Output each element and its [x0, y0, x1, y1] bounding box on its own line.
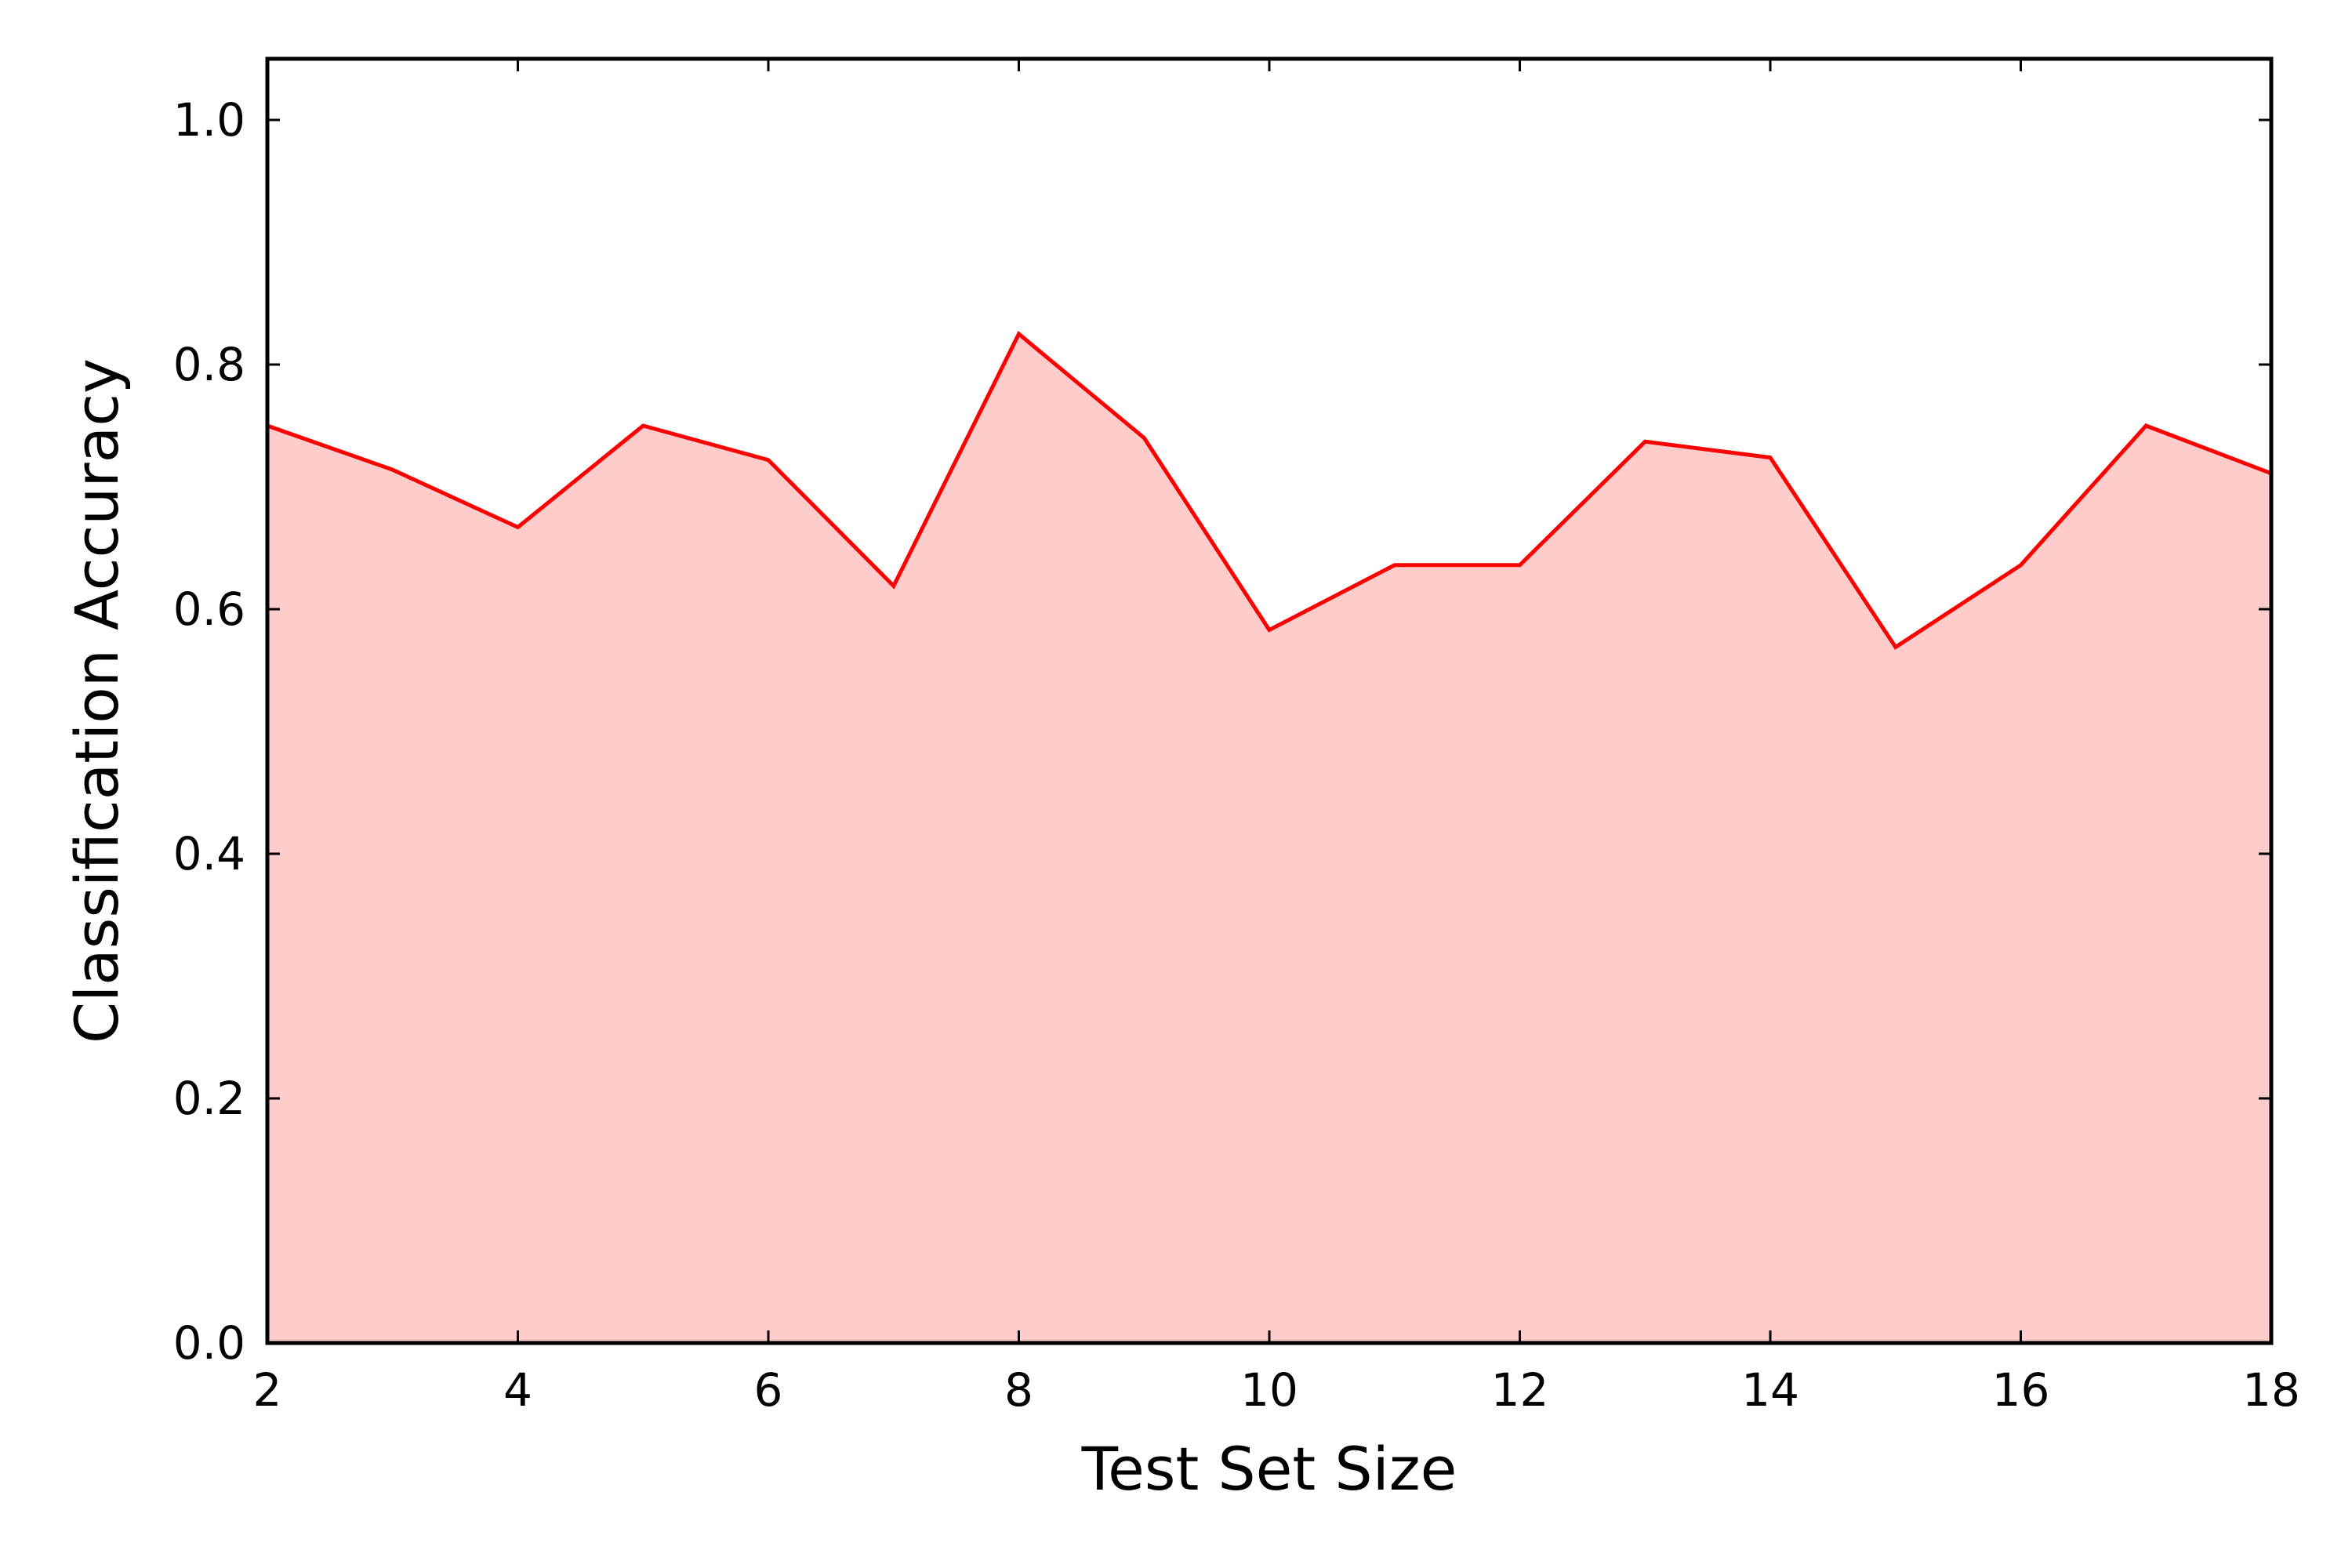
x-tick-label: 16 — [1992, 1363, 2050, 1417]
x-tick-label: 2 — [253, 1363, 282, 1417]
y-tick-label: 1.0 — [173, 93, 245, 147]
y-tick-label: 0.8 — [173, 338, 245, 391]
y-tick-labels: 0.0 0.2 0.4 0.6 0.8 1.0 — [173, 93, 245, 1370]
area-fill-layer — [267, 334, 2271, 1343]
tick-marks — [266, 59, 2273, 1345]
x-tick-label: 14 — [1741, 1363, 1799, 1417]
area-fill-series-0 — [267, 334, 2271, 1343]
y-tick-label: 0.4 — [173, 827, 245, 880]
y-tick-label: 0.0 — [173, 1316, 245, 1370]
x-axis-label: Test Set Size — [1081, 1434, 1457, 1504]
x-tick-label: 18 — [2242, 1363, 2300, 1417]
x-tick-label: 12 — [1491, 1363, 1549, 1417]
x-tick-label: 10 — [1240, 1363, 1298, 1417]
x-tick-label: 4 — [503, 1363, 532, 1417]
x-tick-label: 8 — [1004, 1363, 1033, 1417]
series-line-layer — [267, 331, 2272, 650]
series-line-0 — [267, 331, 2272, 650]
x-tick-label: 6 — [754, 1363, 783, 1417]
x-tick-labels: 2 4 6 8 10 12 14 16 18 — [253, 1363, 2300, 1417]
y-tick-label: 0.6 — [173, 583, 245, 636]
y-tick-label: 0.2 — [173, 1072, 245, 1125]
y-axis-label: Classification Accuracy — [62, 358, 132, 1044]
